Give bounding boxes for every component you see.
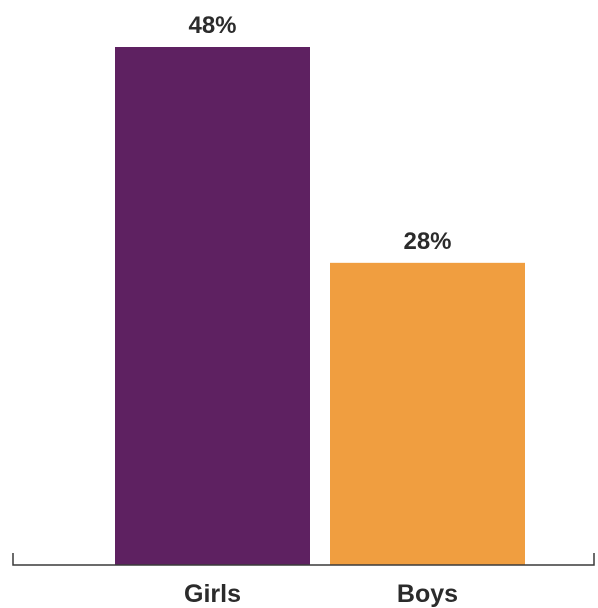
data-label-girls: 48% — [188, 12, 236, 39]
data-label-boys: 28% — [403, 228, 451, 255]
x-tick-label-boys: Boys — [397, 580, 458, 608]
x-tick-labels-group: Girls Boys — [184, 580, 458, 608]
bar-girls — [115, 47, 310, 565]
x-axis — [12, 553, 595, 566]
x-tick-label-girls: Girls — [184, 580, 241, 608]
bars-group — [115, 47, 525, 565]
bar-boys — [330, 262, 525, 565]
x-axis-line — [12, 553, 595, 566]
data-labels-group: 48% 28% — [188, 12, 451, 255]
